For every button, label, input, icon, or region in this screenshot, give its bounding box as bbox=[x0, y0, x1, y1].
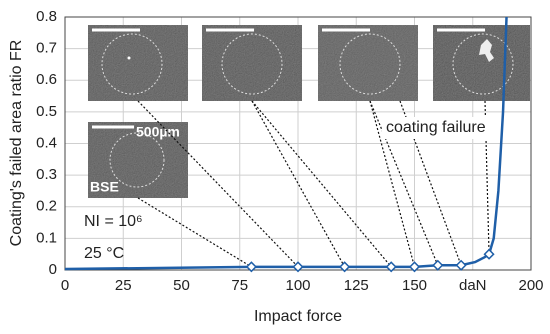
connector bbox=[369, 100, 416, 267]
y-tick-label: 0.4 bbox=[36, 134, 57, 151]
ring bbox=[101, 33, 163, 95]
y-tick-label: 0.8 bbox=[36, 8, 57, 25]
scale-label: 500µm bbox=[136, 124, 180, 140]
temperature-label: 25 °C bbox=[84, 245, 124, 262]
y-tick-label: 0 bbox=[49, 261, 57, 278]
micrograph bbox=[88, 25, 188, 101]
data-point bbox=[483, 248, 495, 260]
defect bbox=[127, 56, 131, 60]
micrograph bbox=[88, 122, 188, 198]
data-point bbox=[245, 261, 257, 273]
cycles-label: NI = 10⁶ bbox=[84, 213, 143, 230]
connector bbox=[251, 100, 392, 268]
ring bbox=[221, 33, 283, 95]
connector bbox=[137, 100, 299, 268]
x-tick-label: 100 bbox=[285, 277, 310, 294]
micrograph bbox=[202, 25, 302, 101]
x-tick-label: 0 bbox=[61, 277, 69, 294]
y-tick-label: 0.1 bbox=[36, 229, 57, 246]
ring bbox=[452, 33, 514, 95]
y-tick-label: 0.5 bbox=[36, 103, 57, 120]
data-point bbox=[385, 261, 397, 273]
data-point bbox=[432, 259, 444, 271]
x-tick-label: 25 bbox=[115, 277, 132, 294]
data-point bbox=[292, 261, 304, 273]
x-tick-label: 50 bbox=[173, 277, 190, 294]
y-axis-title: Coating's failed area ratio FR bbox=[8, 40, 25, 247]
failure-label: coating failure bbox=[386, 119, 486, 136]
y-tick-label: 0.2 bbox=[36, 198, 57, 215]
data-point bbox=[408, 261, 421, 273]
x-tick-label: 75 bbox=[231, 277, 248, 294]
ring bbox=[109, 132, 165, 188]
x-tick-label: daN bbox=[459, 277, 487, 294]
micrograph bbox=[433, 25, 530, 101]
connector bbox=[137, 197, 252, 268]
micrograph bbox=[318, 25, 418, 101]
data-point bbox=[339, 261, 351, 273]
label-bg bbox=[382, 117, 512, 139]
x-axis-title: Impact force bbox=[254, 308, 342, 325]
insets: 500µm BSE bbox=[88, 25, 530, 198]
x-tick-label: 200 bbox=[518, 277, 543, 294]
failure-spot bbox=[479, 39, 494, 62]
detector-label: BSE bbox=[90, 179, 119, 195]
connector bbox=[369, 100, 439, 266]
x-tick-label: 125 bbox=[344, 277, 369, 294]
x-tick-label: 150 bbox=[402, 277, 427, 294]
y-tick-label: 0.6 bbox=[36, 71, 57, 88]
ring bbox=[339, 33, 401, 95]
data-point bbox=[455, 259, 467, 271]
y-tick-label: 0.3 bbox=[36, 166, 57, 183]
y-tick-label: 0.7 bbox=[36, 40, 57, 57]
